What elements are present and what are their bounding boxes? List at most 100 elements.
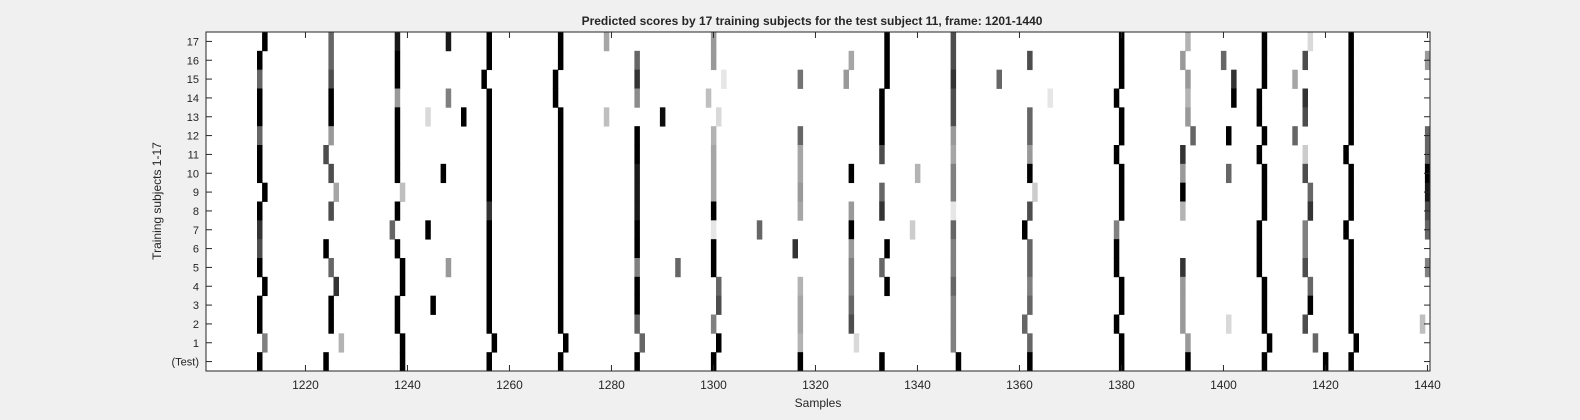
- heatmap-cell: [797, 182, 804, 202]
- heatmap-cell: [884, 276, 890, 297]
- heatmap-cell: [1180, 50, 1186, 71]
- heatmap-cell: [710, 220, 717, 240]
- heatmap-cell: [710, 239, 717, 259]
- heatmap-cell: [797, 201, 804, 221]
- heatmap-cell: [552, 88, 559, 108]
- heatmap-cell: [328, 201, 334, 221]
- heatmap-cell: [1348, 126, 1354, 146]
- heatmap-cell: [634, 276, 640, 297]
- heatmap-cell: [710, 163, 717, 184]
- heatmap-cell: [394, 314, 401, 334]
- y-tick-label: 10: [187, 168, 199, 180]
- heatmap-cell: [1302, 314, 1308, 334]
- heatmap-cell: [557, 352, 564, 372]
- heatmap-cell: [1027, 276, 1033, 297]
- heatmap-cell: [486, 220, 492, 240]
- heatmap-cell: [1256, 145, 1263, 165]
- heatmap-cell: [394, 295, 401, 315]
- y-tick-label: (Test): [172, 357, 200, 369]
- heatmap-cell: [399, 276, 406, 297]
- heatmap-cell: [1348, 201, 1354, 221]
- heatmap-cell: [328, 69, 334, 89]
- heatmap-cell: [1027, 107, 1033, 127]
- heatmap-cell: [710, 258, 717, 278]
- heatmap-cell: [486, 201, 492, 221]
- y-axis: 17 16 15 14 13 12 11 10 9 8 7 6 5 4 3 2 1 (Test): [172, 36, 1430, 369]
- heatmap-cell: [557, 220, 564, 240]
- x-tick-label: 1320: [802, 378, 829, 392]
- y-tick-label: 16: [187, 55, 199, 67]
- heatmap-cell: [1302, 88, 1308, 108]
- x-tick-label: 1260: [496, 378, 523, 392]
- x-tick-label: 1440: [1414, 378, 1441, 392]
- heatmap-cell: [1027, 50, 1033, 71]
- heatmap-cell: [1348, 276, 1354, 297]
- heatmap-cell: [716, 295, 722, 315]
- y-tick-label: 17: [187, 36, 199, 48]
- heatmap-cell: [675, 258, 681, 278]
- heatmap-cell: [430, 295, 436, 315]
- heatmap-cell: [1348, 239, 1354, 259]
- heatmap-cell: [950, 220, 957, 240]
- heatmap-cell: [634, 126, 640, 146]
- heatmap-cell: [1180, 314, 1186, 334]
- heatmap-cell: [557, 126, 564, 146]
- heatmap-cell: [950, 107, 957, 127]
- heatmap-cell: [394, 145, 401, 165]
- heatmap-cell: [1180, 258, 1186, 278]
- y-tick-label: 7: [193, 225, 199, 237]
- heatmap-cell: [257, 145, 263, 165]
- heatmap-cell: [262, 32, 268, 52]
- heatmap-cell: [257, 258, 263, 278]
- heatmap-cell: [1348, 69, 1354, 89]
- x-tick-label: 1340: [904, 378, 931, 392]
- heatmap-cell: [710, 201, 717, 221]
- heatmap-cell: [884, 239, 890, 259]
- heatmap-cell: [557, 295, 564, 315]
- heatmap-cell: [557, 239, 564, 259]
- heatmap-cell: [1256, 258, 1263, 278]
- y-tick-label: 11: [188, 149, 199, 161]
- heatmap-cell: [1118, 163, 1125, 184]
- heatmap-cell: [909, 220, 916, 240]
- heatmap-cell: [328, 126, 334, 146]
- heatmap-cell: [1307, 182, 1314, 202]
- heatmap-cell: [1302, 220, 1308, 240]
- heatmap-cell: [950, 69, 957, 89]
- heatmap-cell: [1256, 88, 1263, 108]
- heatmap-cell: [1185, 88, 1191, 108]
- heatmap-cell: [710, 314, 717, 334]
- heatmap-cell: [950, 182, 957, 202]
- heatmap-cell: [634, 145, 640, 165]
- heatmap-cell: [1113, 239, 1120, 259]
- x-tick-label: 1380: [1108, 378, 1135, 392]
- heatmap-cell: [848, 50, 855, 71]
- heatmap-cell: [879, 88, 885, 108]
- heatmap-cell: [1180, 201, 1186, 221]
- heatmap-cell: [486, 239, 492, 259]
- y-tick-label: 1: [193, 338, 199, 350]
- heatmap-cell: [848, 258, 855, 278]
- heatmap-cell: [710, 352, 717, 372]
- y-tick-label: 9: [193, 187, 199, 199]
- heatmap-cell: [399, 333, 406, 353]
- heatmap-cell: [721, 69, 727, 89]
- heatmap-cell: [1113, 145, 1120, 165]
- heatmap-cell: [1302, 50, 1308, 71]
- heatmap-cell: [486, 32, 492, 52]
- x-tick-label: 1420: [1312, 378, 1339, 392]
- heatmap-cell: [1261, 352, 1268, 372]
- heatmap-cell: [394, 32, 401, 52]
- heatmap-cell: [1292, 69, 1298, 89]
- heatmap-cell: [1118, 32, 1125, 52]
- heatmap-cell: [1180, 295, 1186, 315]
- heatmap-cell: [950, 258, 957, 278]
- heatmap-cell: [1307, 276, 1314, 297]
- heatmap-cell: [486, 258, 492, 278]
- heatmap-cell: [486, 352, 492, 372]
- plot-border: [205, 31, 1431, 372]
- heatmap-cell: [1307, 32, 1314, 52]
- heatmap-cell: [257, 69, 263, 89]
- heatmap-cell: [1185, 352, 1191, 372]
- heatmap-cell: [1266, 333, 1273, 353]
